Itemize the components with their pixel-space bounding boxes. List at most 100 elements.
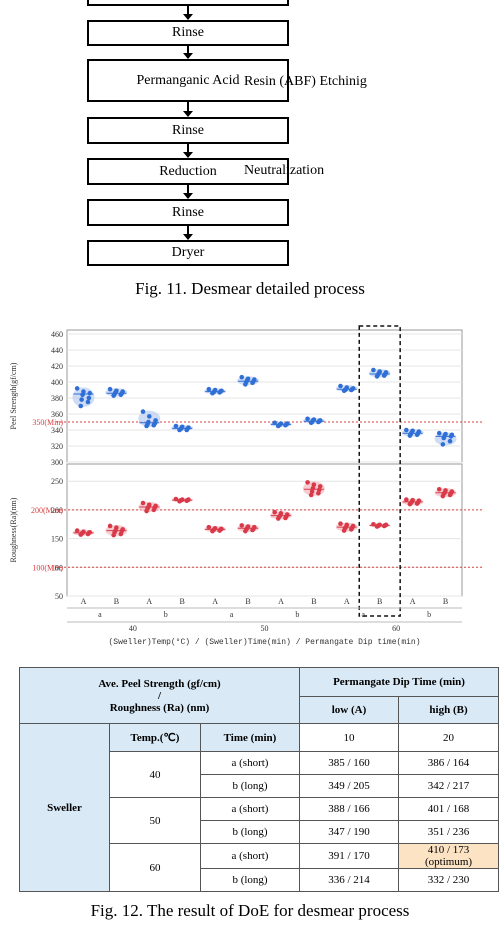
data-point <box>311 482 317 487</box>
step-label: Rinse <box>172 122 204 138</box>
data-point <box>275 423 281 429</box>
data-point <box>448 434 454 439</box>
data-point <box>87 390 93 396</box>
data-point <box>239 374 245 380</box>
data-point <box>348 527 354 532</box>
data-point <box>341 528 347 533</box>
data-point <box>283 422 288 428</box>
header-time: Time (min) <box>199 723 301 752</box>
data-point <box>440 442 446 447</box>
data-point <box>316 490 321 496</box>
step-label: Rinse <box>172 204 204 220</box>
data-point <box>146 414 152 419</box>
data-point <box>74 528 80 533</box>
reference-label: 350(Min) <box>32 418 63 427</box>
result-cell: 347 / 190 <box>299 820 400 844</box>
data-point <box>441 435 447 441</box>
data-point <box>78 532 84 537</box>
label-neutralization: Neutralization <box>244 163 325 178</box>
data-point <box>436 430 442 436</box>
data-point <box>404 497 409 502</box>
result-value: 410 / 173 <box>427 844 470 856</box>
label-resin-etching: Resin (ABF) Etchinig <box>244 74 367 89</box>
x-tick-sweller-time: b <box>427 610 431 619</box>
data-point <box>177 427 182 433</box>
x-tick-dip-time: A <box>278 597 284 606</box>
result-cell: 332 / 230 <box>398 868 500 892</box>
result-cell: 342 / 217 <box>398 774 500 798</box>
data-point <box>140 409 146 414</box>
data-point <box>272 509 277 515</box>
y-tick-label: 460 <box>51 330 63 339</box>
y-tick-label: 440 <box>51 346 63 355</box>
data-point <box>305 416 310 422</box>
header-line: / <box>157 689 162 702</box>
y-axis-label: Peel Strength(gf/cm) <box>9 362 18 429</box>
y-tick-label: 340 <box>51 426 63 435</box>
x-tick-sweller-temp: 60 <box>392 624 400 633</box>
step-label: Rinse <box>172 25 204 40</box>
flow-arrow <box>183 144 193 158</box>
process-box-top-partial <box>87 0 289 6</box>
time-cell: a (short) <box>199 751 301 775</box>
data-point <box>85 531 91 537</box>
doe-variability-chart: 300 320 340 360 380 400 420 440 460 350(Min) Peel … <box>9 325 482 647</box>
x-tick-dip-time: B <box>443 597 448 606</box>
data-point <box>144 423 149 429</box>
step-label: Dryer <box>171 245 205 260</box>
data-point <box>151 507 157 513</box>
x-tick-sweller-temp: 40 <box>129 624 137 633</box>
sweller-label: Sweller <box>19 723 110 892</box>
data-point <box>217 390 222 395</box>
reference-label: 200(Max) <box>31 506 63 515</box>
x-tick-sweller-time: b <box>164 610 168 619</box>
data-point <box>371 367 376 373</box>
data-point <box>338 383 343 389</box>
data-point <box>348 387 354 393</box>
x-tick-dip-time: B <box>180 597 185 606</box>
header-dip-time: Permangate Dip Time (min) <box>299 667 500 697</box>
time-cell: a (short) <box>199 843 301 869</box>
y-tick-label: 320 <box>51 442 63 451</box>
result-cell: 385 / 160 <box>299 751 400 775</box>
y-tick-label: 360 <box>51 410 63 419</box>
flow-arrow <box>183 102 193 117</box>
data-point <box>250 380 255 386</box>
figure-11-caption: Fig. 11. Desmear detailed process <box>135 279 365 298</box>
data-point <box>111 393 116 398</box>
data-point <box>184 427 190 433</box>
data-point <box>272 420 277 426</box>
data-point <box>177 499 182 504</box>
data-point <box>308 492 314 498</box>
data-point <box>338 521 343 526</box>
header-peel-roughness: Ave. Peel Strength (gf/cm) / Roughness (… <box>18 667 301 724</box>
data-point <box>78 403 84 409</box>
time-cell: a (short) <box>199 797 301 821</box>
process-box-reduction: Reduction <box>87 158 289 185</box>
x-tick-sweller-time: b <box>295 610 299 619</box>
x-tick-dip-time: A <box>344 597 350 606</box>
result-cell: 349 / 205 <box>299 774 400 798</box>
data-point <box>414 432 420 438</box>
reference-label: 100(Min) <box>32 563 63 572</box>
step-label: Reduction <box>159 163 217 179</box>
x-tick-dip-time: B <box>311 597 316 606</box>
y-axis-label: Roughness(Ra)(nm) <box>9 497 18 562</box>
process-box-rinse-2: Rinse <box>87 117 289 144</box>
y-tick-label: 150 <box>51 535 63 544</box>
data-point <box>381 523 387 529</box>
data-point <box>151 422 157 428</box>
header-low: low (A) <box>299 696 400 724</box>
time-cell: b (long) <box>199 820 301 844</box>
y-tick-label: 400 <box>51 378 63 387</box>
process-box-rinse-3: Rinse <box>87 199 289 226</box>
temp-cell: 60 <box>109 843 201 892</box>
optimum-highlight-box <box>358 325 401 617</box>
y-tick-label: 250 <box>51 477 63 486</box>
result-cell: 386 / 164 <box>398 751 500 775</box>
data-point <box>283 515 288 521</box>
x-tick-dip-time: B <box>245 597 250 606</box>
data-point <box>107 523 113 529</box>
data-point <box>436 486 442 492</box>
time-cell: b (long) <box>199 774 301 798</box>
